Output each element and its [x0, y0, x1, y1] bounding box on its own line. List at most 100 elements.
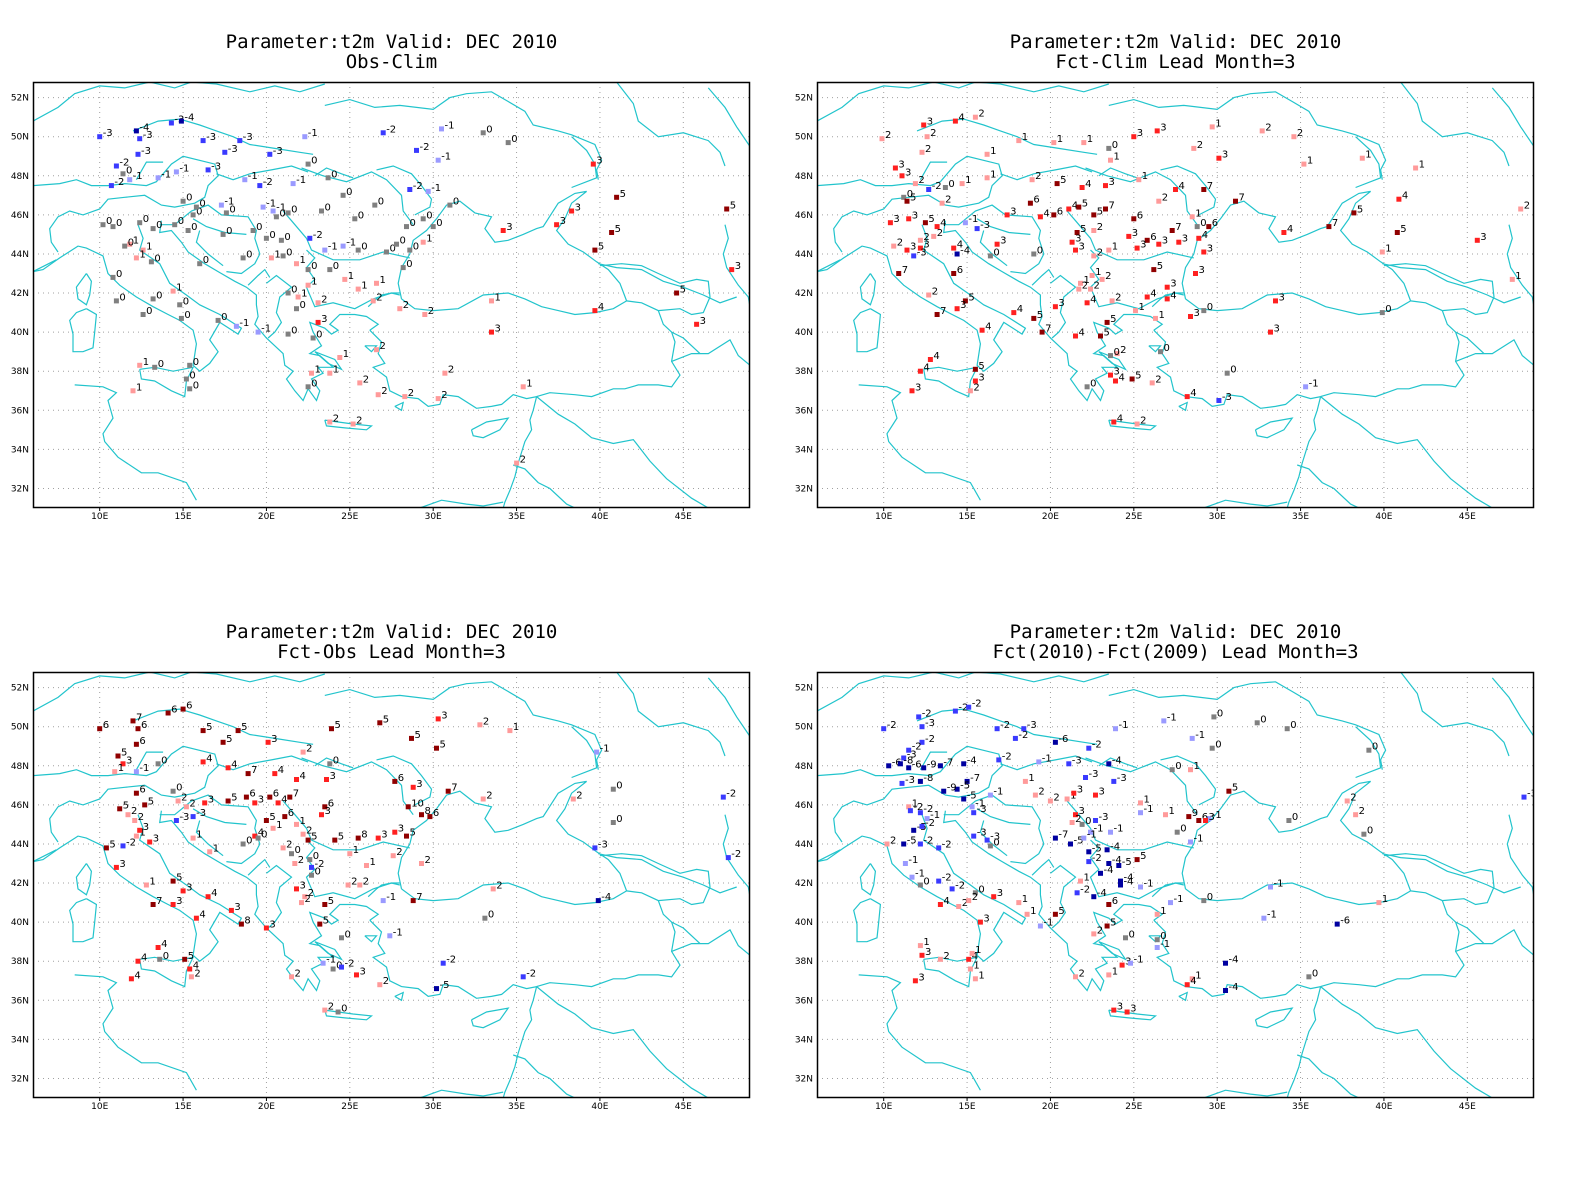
station-square — [302, 134, 308, 140]
coastline — [1254, 1007, 1294, 1029]
station-square — [507, 728, 513, 734]
station-value: 7 — [1109, 201, 1115, 212]
station-square — [280, 845, 286, 851]
station-value: 2 — [1140, 416, 1146, 427]
station-marker: 0 — [140, 306, 152, 317]
station-value: 4 — [199, 910, 205, 921]
station-marker: 4 — [294, 771, 306, 782]
station-marker: 0 — [972, 884, 985, 896]
station-marker: 2 — [289, 968, 301, 980]
station-marker: 0 — [404, 218, 416, 230]
coastline — [943, 794, 1045, 865]
coastline — [75, 863, 93, 896]
station-value: -2 — [913, 802, 923, 813]
station-marker: 9 — [1186, 808, 1198, 820]
station-square — [325, 175, 331, 181]
station-value: 4 — [1090, 294, 1096, 305]
coastline — [1098, 757, 1138, 769]
station-marker: 2 — [1518, 201, 1530, 212]
station-square — [951, 245, 957, 251]
station-marker: 0 — [190, 206, 202, 218]
station-square — [1098, 870, 1103, 876]
station-marker: 0 — [1174, 824, 1187, 835]
station-marker: 5 — [1052, 906, 1065, 917]
station-square — [237, 138, 243, 144]
coastline — [942, 810, 1164, 992]
station-marker: -3 — [1216, 392, 1232, 403]
station-marker: 5 — [1091, 206, 1103, 218]
station-value: 0 — [1260, 714, 1266, 725]
coastline — [1320, 396, 1493, 508]
station-square — [202, 800, 208, 806]
station-value: 9 — [1192, 808, 1198, 819]
station-square — [1091, 212, 1097, 218]
station-value: 1 — [973, 961, 979, 972]
station-marker: 1 — [133, 249, 146, 261]
station-square — [937, 902, 943, 907]
station-square — [263, 818, 269, 823]
station-square — [97, 726, 103, 732]
station-marker: 2 — [175, 793, 187, 804]
station-value: 1 — [274, 249, 280, 260]
station-value: 2 — [1524, 201, 1530, 212]
station-value: -7 — [943, 757, 953, 768]
station-value: 3 — [1279, 292, 1285, 303]
station-value: 0 — [1164, 343, 1170, 354]
station-marker: 6 — [1131, 210, 1143, 222]
station-square — [200, 728, 206, 734]
station-value: 0 — [1292, 812, 1298, 823]
station-square — [939, 200, 945, 206]
station-square — [917, 368, 923, 374]
coastline — [1085, 167, 1198, 226]
lat-tick-label: 36N — [795, 996, 813, 1006]
station-square — [964, 778, 970, 784]
station-square — [1073, 247, 1078, 253]
station-value: 2 — [380, 341, 386, 352]
station-square — [934, 312, 940, 317]
station-value: -2 — [923, 836, 933, 847]
station-value: 2 — [448, 365, 454, 376]
station-marker: -4 — [1106, 755, 1122, 767]
coastline — [132, 118, 314, 155]
station-square — [911, 253, 917, 259]
station-square — [1086, 849, 1092, 855]
station-marker: -3 — [899, 775, 915, 786]
station-marker: -7 — [964, 773, 980, 784]
station-square — [347, 851, 353, 857]
coastline — [247, 268, 271, 286]
station-marker: 1 — [137, 357, 149, 368]
coastline — [394, 401, 405, 412]
station-value: 0 — [279, 208, 285, 219]
station-value: 0 — [1114, 347, 1120, 358]
station-value: 0 — [143, 214, 149, 225]
station-square — [1073, 974, 1078, 980]
station-square — [410, 784, 416, 790]
station-square — [228, 907, 234, 913]
station-square — [1188, 314, 1193, 319]
station-value: 1 — [965, 175, 971, 186]
station-marker: 5 — [322, 896, 334, 907]
station-square — [1054, 181, 1060, 187]
station-square — [1079, 185, 1085, 190]
station-square — [987, 253, 993, 259]
station-marker: 2 — [300, 744, 312, 755]
station-value: 4 — [206, 753, 212, 764]
station-square — [952, 118, 958, 124]
coastline — [192, 808, 247, 825]
station-value: 2 — [308, 888, 314, 899]
station-square — [355, 247, 361, 253]
station-marker: 6 — [427, 808, 439, 820]
station-value: 6 — [141, 720, 147, 731]
station-marker: 1 — [520, 378, 533, 390]
station-square — [1216, 155, 1222, 161]
station-square — [310, 335, 316, 341]
station-marker: 4 — [1164, 290, 1177, 302]
station-marker: -4 — [1223, 955, 1238, 966]
station-marker: 7 — [896, 265, 908, 276]
station-marker: 1 — [1016, 132, 1028, 144]
station-value: 5 — [1157, 261, 1163, 272]
station-marker: 6 — [1196, 812, 1208, 823]
station-marker: 4 — [592, 302, 604, 314]
station-square — [911, 827, 917, 833]
station-marker: 5 — [922, 214, 935, 226]
